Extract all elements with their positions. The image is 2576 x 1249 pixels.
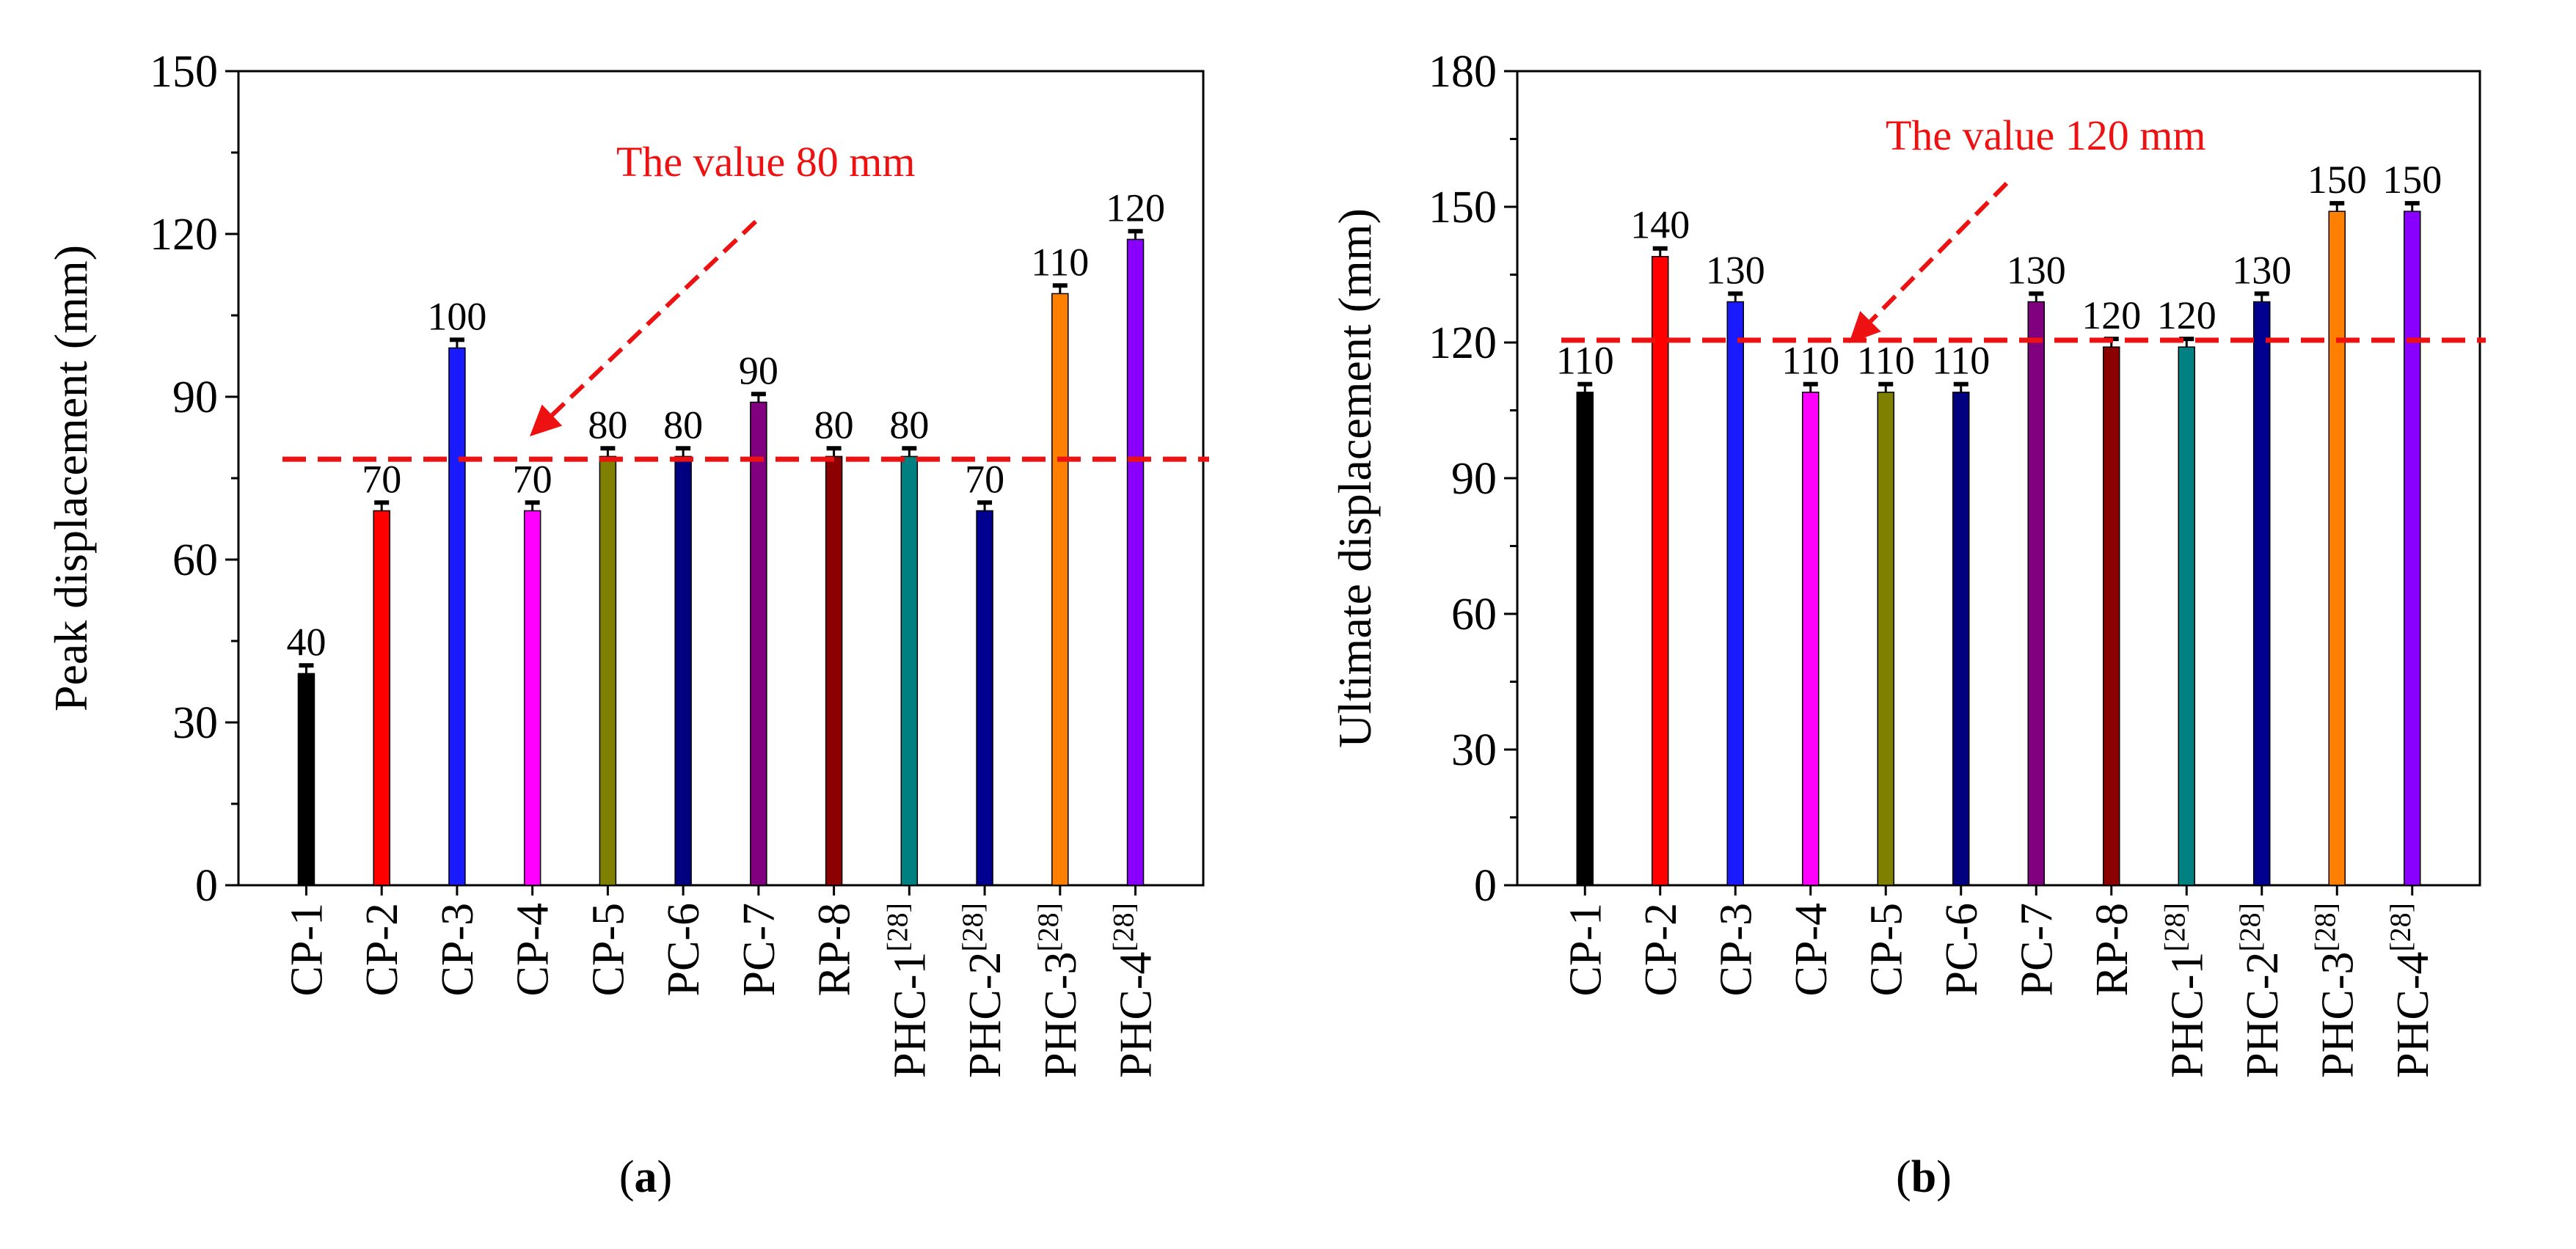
chart-b-category-label: PHC-3[28] [2308, 903, 2362, 1078]
chart-a-category-label: PHC-2[28] [956, 903, 1010, 1078]
chart-b-bar [1952, 392, 1970, 886]
chart-a-annotation-text: The value 80 mm [616, 138, 916, 186]
chart-a-data-label: 120 [1106, 186, 1165, 230]
chart-a-bar [900, 455, 919, 886]
chart-b-category-label: PC-6 [1937, 903, 1987, 996]
chart-b-bar [2027, 301, 2045, 886]
chart-b-category-label: CP-4 [1787, 903, 1836, 996]
chart-a-category-label: PHC-3[28] [1032, 903, 1086, 1078]
chart-a-bar [448, 347, 466, 886]
chart-b-annotation-text: The value 120 mm [1886, 111, 2206, 159]
chart-b-y-tick-label: 180 [1429, 47, 1497, 97]
chart-a-data-label: 80 [588, 403, 627, 447]
chart-b-annotation-arrow [1869, 181, 2009, 323]
chart-b-data-label: 140 [1630, 203, 1690, 247]
chart-b-data-label: 130 [1706, 248, 1765, 292]
chart-a-category-label: PC-6 [659, 903, 709, 996]
chart-a-bar [674, 455, 692, 886]
chart-a-panel-label: (a) [619, 1152, 672, 1202]
chart-b-y-tick-label: 60 [1451, 590, 1497, 640]
chart-b-bar [2178, 346, 2195, 886]
chart-a-category-label: RP-8 [810, 903, 860, 996]
chart-a-category-label: CP-2 [357, 903, 407, 996]
panel-a-peak-displacement-chart: 0 30 60 90 120 150 Peak displacement (mm) 40 CP-… [45, 47, 1209, 1202]
chart-a-data-label: 80 [814, 403, 854, 447]
chart-b-data-label: 130 [2232, 248, 2291, 292]
chart-a-bar [976, 510, 993, 886]
chart-b-bar [2103, 346, 2120, 886]
chart-a-y-axis-title: Peak displacement (mm) [45, 245, 97, 711]
chart-a-data-label: 70 [965, 457, 1004, 501]
chart-a-annotation-arrow [550, 219, 758, 417]
chart-a-bar [523, 510, 541, 886]
chart-b-category-label: CP-2 [1636, 903, 1686, 996]
chart-a-y-tick-label: 0 [195, 861, 218, 911]
chart-a-bar [599, 455, 617, 886]
chart-b-data-label: 110 [1857, 339, 1915, 383]
chart-a-data-label: 80 [663, 403, 703, 447]
chart-b-y-tick-label: 90 [1451, 454, 1497, 504]
chart-b-y-tick-label: 150 [1429, 183, 1497, 232]
chart-a-data-label: 90 [739, 348, 778, 392]
chart-b-data-label: 130 [2007, 248, 2066, 292]
chart-a-bar [825, 455, 843, 886]
chart-b-bar [2328, 210, 2346, 886]
chart-b-data-label: 150 [2307, 158, 2367, 202]
chart-a-data-label: 110 [1031, 240, 1089, 284]
chart-b-category-label: CP-1 [1561, 903, 1610, 996]
chart-a-data-label: 100 [427, 294, 486, 338]
chart-b-data-label: 110 [1556, 339, 1614, 383]
chart-a-y-tick-label: 30 [172, 698, 218, 748]
chart-a-category-label: PC-7 [734, 903, 784, 996]
chart-b-y-axis-title: Ultimate displacement (mm) [1329, 208, 1381, 748]
chart-a-y-tick-label: 150 [150, 47, 218, 97]
chart-a-category-label: CP-5 [583, 903, 633, 996]
chart-b-data-label: 110 [1781, 339, 1839, 383]
chart-b-bar [1726, 301, 1744, 886]
chart-b-data-label: 120 [2081, 293, 2141, 337]
chart-a-category-label: CP-1 [282, 903, 332, 996]
chart-b-bar [1802, 392, 1820, 886]
chart-b-category-label: RP-8 [2087, 903, 2137, 996]
chart-a-data-label: 80 [889, 403, 929, 447]
chart-b-y-tick-label: 0 [1474, 861, 1497, 911]
panel-b-ultimate-displacement-chart: 0 30 60 90 120 150 180 Ultimate displacement (m… [1329, 47, 2486, 1202]
chart-b-bar [1576, 392, 1594, 886]
chart-b-data-label: 120 [2157, 293, 2216, 337]
chart-a-bar [373, 510, 390, 886]
chart-a-annotation-arrowhead [530, 404, 563, 436]
chart-b-bar [1652, 256, 1669, 886]
chart-b-panel-label: (b) [1896, 1152, 1952, 1202]
chart-a-y-tick-label: 90 [172, 373, 218, 422]
chart-b-y-tick-label: 120 [1429, 318, 1497, 368]
chart-a-category-label: PHC-1[28] [880, 903, 935, 1078]
chart-a-data-label: 40 [286, 620, 326, 664]
chart-b-annotation-arrowhead [1849, 311, 1881, 343]
chart-a-category-label: CP-3 [433, 903, 483, 996]
chart-b-category-label: PHC-4[28] [2384, 903, 2438, 1078]
chart-b-category-label: CP-5 [1861, 903, 1911, 996]
chart-a-data-label: 70 [513, 457, 552, 501]
chart-a-bar [1126, 238, 1145, 886]
chart-b-bar [2404, 210, 2421, 886]
chart-a-data-label: 70 [362, 457, 401, 501]
chart-b-category-label: PC-7 [2012, 903, 2062, 996]
chart-a-category-label: CP-4 [508, 903, 558, 996]
chart-b-bar [1877, 392, 1894, 886]
chart-a-category-label: PHC-4[28] [1107, 903, 1161, 1078]
chart-a-y-tick-label: 60 [172, 535, 218, 585]
chart-b-data-label: 150 [2382, 158, 2442, 202]
chart-b-category-label: CP-3 [1711, 903, 1761, 996]
chart-b-category-label: PHC-1[28] [2158, 903, 2212, 1078]
chart-b-bar [2253, 301, 2271, 886]
chart-a-y-tick-label: 120 [150, 210, 218, 260]
chart-a-bar [297, 673, 315, 886]
chart-b-data-label: 110 [1932, 339, 1990, 383]
chart-b-category-label: PHC-2[28] [2233, 903, 2288, 1078]
chart-a-bar [1051, 293, 1069, 886]
chart-b-y-tick-label: 30 [1451, 725, 1497, 775]
chart-a-bar [750, 401, 767, 886]
